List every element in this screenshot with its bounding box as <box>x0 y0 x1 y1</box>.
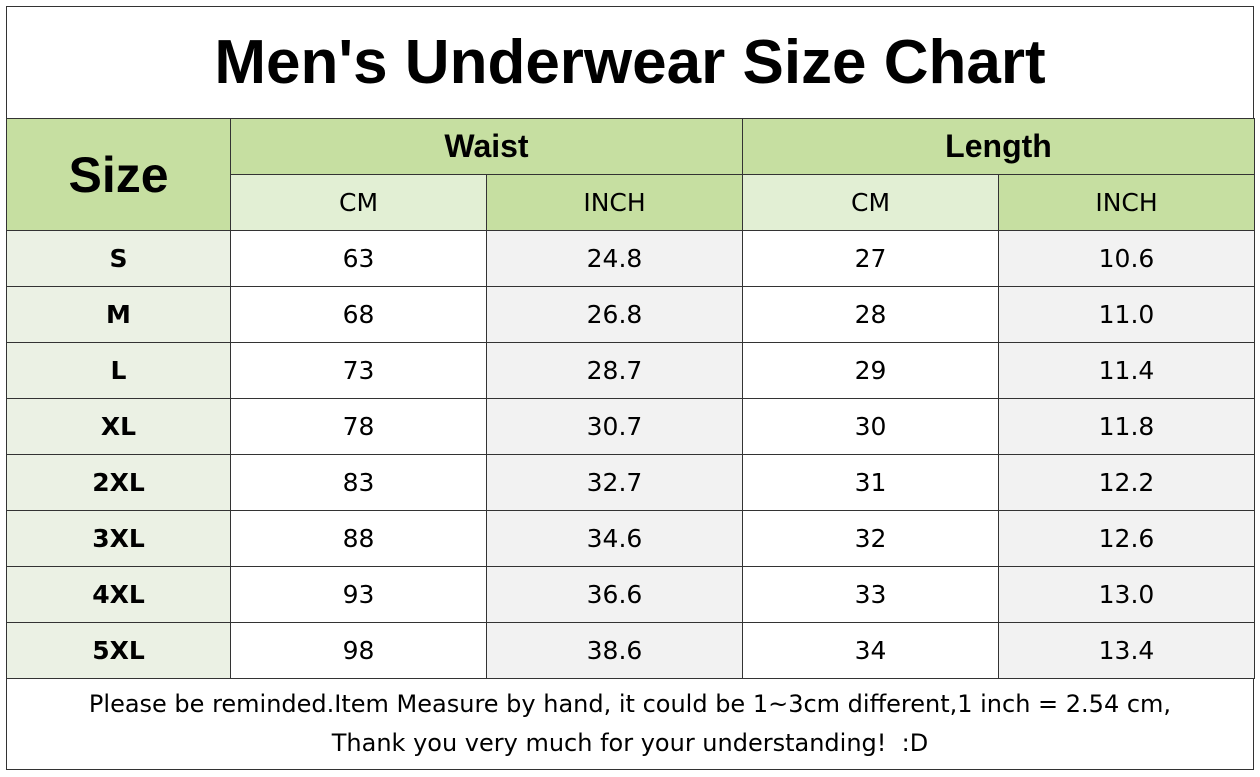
measure: 83 <box>230 454 487 511</box>
group-header: Length <box>742 118 1255 175</box>
size-label: 4XL <box>6 566 231 623</box>
measure: 12.6 <box>998 510 1255 567</box>
measure: 30.7 <box>486 398 743 455</box>
measure: 32.7 <box>486 454 743 511</box>
size-label: L <box>6 342 231 399</box>
measure: 63 <box>230 230 487 287</box>
size-label: M <box>6 286 231 343</box>
size-label: S <box>6 230 231 287</box>
measure: 27 <box>742 230 999 287</box>
size-label: XL <box>6 398 231 455</box>
measure: 68 <box>230 286 487 343</box>
measure: 11.8 <box>998 398 1255 455</box>
measure: 88 <box>230 510 487 567</box>
measure: 13.4 <box>998 622 1255 679</box>
title: Men's Underwear Size Chart <box>6 6 1254 119</box>
size-label: 2XL <box>6 454 231 511</box>
unit-header: CM <box>742 174 999 231</box>
footer: Please be reminded.Item Measure by hand,… <box>6 678 1254 770</box>
measure: 31 <box>742 454 999 511</box>
size-label: 3XL <box>6 510 231 567</box>
measure: 29 <box>742 342 999 399</box>
footer-line: Please be reminded.Item Measure by hand,… <box>88 690 1172 718</box>
measure: 24.8 <box>486 230 743 287</box>
measure: 78 <box>230 398 487 455</box>
measure: 98 <box>230 622 487 679</box>
measure: 34.6 <box>486 510 743 567</box>
measure: 11.4 <box>998 342 1255 399</box>
unit-header: INCH <box>486 174 743 231</box>
measure: 26.8 <box>486 286 743 343</box>
measure: 73 <box>230 342 487 399</box>
size-label: 5XL <box>6 622 231 679</box>
measure: 93 <box>230 566 487 623</box>
measure: 32 <box>742 510 999 567</box>
measure: 30 <box>742 398 999 455</box>
measure: 28 <box>742 286 999 343</box>
measure: 33 <box>742 566 999 623</box>
unit-header: CM <box>230 174 487 231</box>
measure: 36.6 <box>486 566 743 623</box>
measure: 38.6 <box>486 622 743 679</box>
measure: 34 <box>742 622 999 679</box>
group-header: Waist <box>230 118 743 175</box>
footer-line: Thank you very much for your understandi… <box>331 729 929 757</box>
measure: 28.7 <box>486 342 743 399</box>
size-header: Size <box>6 118 231 231</box>
measure: 12.2 <box>998 454 1255 511</box>
measure: 11.0 <box>998 286 1255 343</box>
measure: 10.6 <box>998 230 1255 287</box>
unit-header: INCH <box>998 174 1255 231</box>
measure: 13.0 <box>998 566 1255 623</box>
